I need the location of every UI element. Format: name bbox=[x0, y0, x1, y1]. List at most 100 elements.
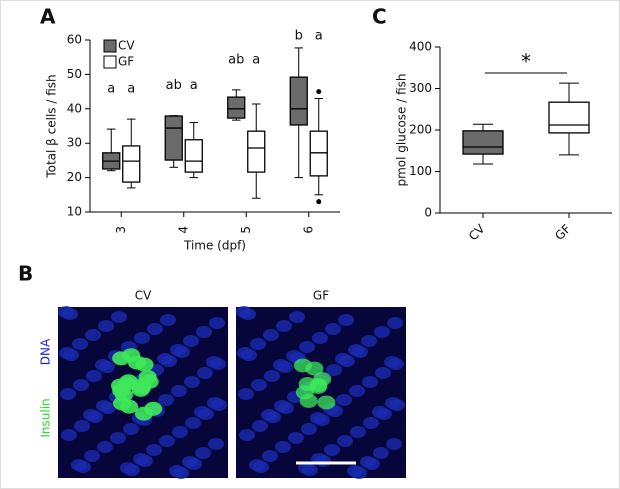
nucleus bbox=[276, 320, 292, 332]
nucleus bbox=[209, 317, 225, 329]
nucleus bbox=[124, 464, 140, 476]
y-tick-label: 20 bbox=[67, 170, 82, 184]
significance-star: * bbox=[521, 50, 531, 74]
legend-label: GF bbox=[118, 55, 134, 69]
nucleus bbox=[362, 376, 378, 388]
nucleus bbox=[376, 408, 392, 420]
nucleus bbox=[314, 414, 330, 426]
significance-letter: a bbox=[315, 29, 323, 44]
outlier bbox=[316, 199, 322, 205]
nucleus bbox=[349, 385, 365, 397]
nucleus bbox=[159, 435, 175, 447]
box bbox=[309, 130, 328, 177]
nucleus bbox=[185, 417, 201, 429]
x-tick-label: 6 bbox=[301, 226, 315, 234]
significance-letter: a bbox=[252, 52, 260, 67]
nucleus bbox=[74, 420, 90, 432]
nucleus bbox=[63, 349, 79, 361]
micrographs bbox=[58, 306, 406, 479]
y-tick-label: 50 bbox=[67, 67, 82, 81]
x-axis-title: Time (dpf) bbox=[183, 239, 246, 253]
panel-label: C bbox=[372, 5, 387, 29]
nucleus bbox=[241, 349, 257, 361]
y-tick-label: 30 bbox=[67, 136, 82, 150]
insulin-cell bbox=[111, 378, 130, 393]
nucleus bbox=[289, 311, 305, 323]
nucleus bbox=[60, 388, 76, 400]
nucleus bbox=[262, 450, 278, 462]
nucleus bbox=[110, 432, 126, 444]
panel-label: A bbox=[40, 5, 56, 29]
insulin-cell bbox=[134, 406, 153, 421]
nucleus bbox=[337, 435, 353, 447]
nucleus bbox=[173, 467, 189, 479]
nucleus bbox=[171, 385, 187, 397]
y-tick-label: 60 bbox=[67, 33, 82, 47]
nucleus bbox=[278, 402, 294, 414]
nucleus bbox=[277, 361, 293, 373]
nucleus bbox=[97, 441, 113, 453]
y-tick-label: 0 bbox=[424, 206, 432, 220]
nucleus bbox=[299, 341, 315, 353]
insulin-cell bbox=[135, 357, 154, 372]
nucleus bbox=[195, 447, 211, 459]
nucleus bbox=[351, 467, 367, 479]
box bbox=[289, 76, 308, 126]
nucleus bbox=[389, 399, 405, 411]
x-tick-label: 4 bbox=[176, 226, 190, 234]
nucleus bbox=[324, 444, 340, 456]
nucleus bbox=[339, 355, 355, 367]
insulin-cell bbox=[293, 358, 312, 373]
nucleus bbox=[98, 320, 114, 332]
y-axis-title: pmol glucose / fish bbox=[395, 73, 409, 186]
nucleus bbox=[86, 370, 102, 382]
nucleus bbox=[252, 420, 268, 432]
legend-swatch bbox=[103, 39, 117, 53]
nucleus bbox=[352, 346, 368, 358]
insulin-cell bbox=[309, 379, 328, 394]
significance-letter: a bbox=[190, 78, 198, 93]
nucleus bbox=[211, 399, 227, 411]
y-tick-label: 200 bbox=[409, 123, 432, 137]
box bbox=[548, 101, 590, 134]
nucleus bbox=[160, 314, 176, 326]
nucleus bbox=[99, 361, 115, 373]
nucleus bbox=[210, 358, 226, 370]
x-tick-label: GF bbox=[552, 222, 573, 243]
box bbox=[247, 130, 266, 173]
significance-letter: b bbox=[295, 29, 303, 44]
nucleus bbox=[350, 426, 366, 438]
nucleus bbox=[301, 423, 317, 435]
nucleus bbox=[87, 411, 103, 423]
nucleus bbox=[240, 308, 256, 320]
nucleus bbox=[146, 444, 162, 456]
nucleus bbox=[184, 376, 200, 388]
insulin-cell bbox=[317, 395, 336, 410]
nucleus bbox=[288, 432, 304, 444]
box bbox=[122, 145, 141, 183]
stain-label: Insulin bbox=[39, 398, 53, 437]
significance-letter: ab bbox=[228, 52, 244, 67]
nucleus bbox=[208, 438, 224, 450]
nucleus bbox=[134, 332, 150, 344]
box bbox=[462, 130, 504, 155]
nucleus bbox=[364, 458, 380, 470]
y-axis-title: Total β cells / fish bbox=[45, 74, 59, 178]
nucleus bbox=[250, 338, 266, 350]
nucleus bbox=[361, 335, 377, 347]
nucleus bbox=[197, 367, 213, 379]
nucleus bbox=[253, 461, 269, 473]
stain-label: DNA bbox=[39, 338, 53, 365]
nucleus bbox=[123, 423, 139, 435]
nucleus bbox=[186, 458, 202, 470]
nucleus bbox=[172, 426, 188, 438]
nucleus bbox=[85, 329, 101, 341]
nucleus bbox=[315, 455, 331, 467]
y-tick-label: 300 bbox=[409, 81, 432, 95]
legend-swatch bbox=[103, 55, 117, 69]
nucleus bbox=[75, 461, 91, 473]
nucleus bbox=[388, 358, 404, 370]
insulin-cell bbox=[113, 396, 132, 411]
x-tick-label: CV bbox=[466, 221, 488, 243]
